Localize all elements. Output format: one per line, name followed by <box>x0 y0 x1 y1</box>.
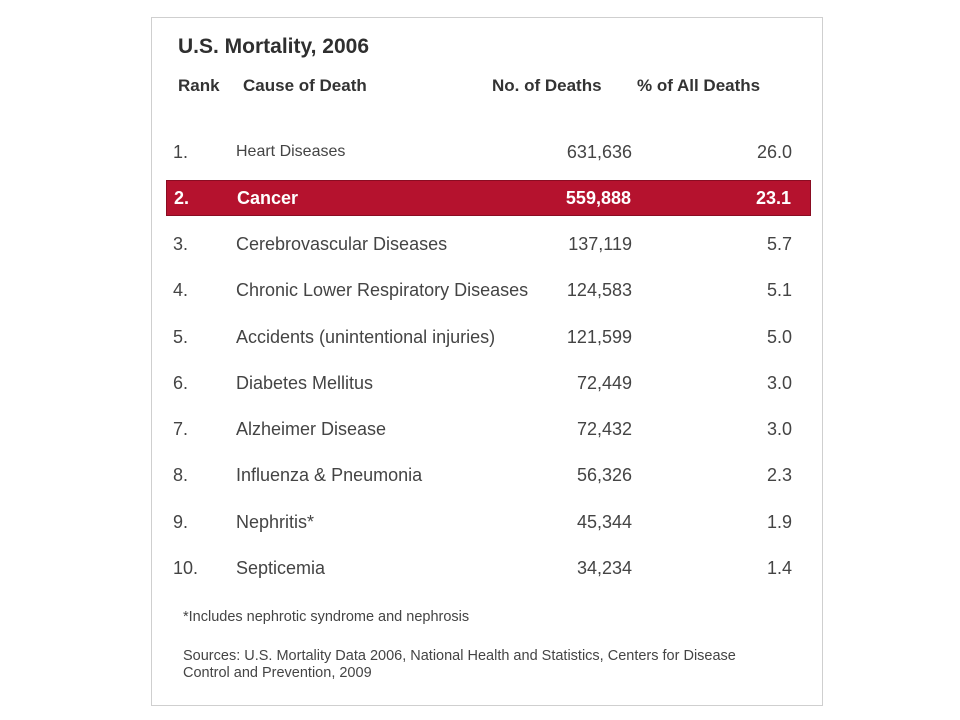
table-row: 1. Heart Diseases 631,636 26.0 <box>166 129 811 175</box>
rank-cell: 4. <box>173 280 189 301</box>
cause-cell: Diabetes Mellitus <box>236 372 374 393</box>
table-row-highlighted: 2. Cancer 559,888 23.1 <box>166 180 811 217</box>
table-title: U.S. Mortality, 2006 <box>178 35 370 58</box>
deaths-cell: 559,888 <box>565 187 631 208</box>
table-row: 3. Cerebrovascular Diseases 137,119 5.7 <box>166 221 811 267</box>
table-row: 9. Nephritis* 45,344 1.9 <box>166 499 811 545</box>
rank-cell: 9. <box>173 511 189 532</box>
sources-note: Sources: U.S. Mortality Data 2006, Natio… <box>183 648 736 681</box>
percent-cell: 23.1 <box>755 187 791 208</box>
percent-cell: 26.0 <box>756 141 792 162</box>
rank-cell: 1. <box>173 141 189 162</box>
column-header-rank: Rank <box>178 76 220 95</box>
table-body: 1. Heart Diseases 631,636 26.0 2. Cancer 559,8… <box>166 129 811 592</box>
rank-cell: 2. <box>174 187 190 208</box>
table-frame <box>151 17 823 706</box>
deaths-cell: 631,636 <box>566 141 632 162</box>
table-row: 5. Accidents (unintentional injuries) 121,… <box>166 314 811 360</box>
deaths-cell: 124,583 <box>566 280 632 301</box>
deaths-cell: 121,599 <box>566 326 632 347</box>
table-row: 6. Diabetes Mellitus 72,449 3.0 <box>166 360 811 406</box>
column-header-cause: Cause of Death <box>243 76 367 95</box>
cause-cell: Chronic Lower Respiratory Diseases <box>236 280 529 301</box>
table-row: 7. Alzheimer Disease 72,432 3.0 <box>166 406 811 452</box>
rank-cell: 3. <box>173 233 189 254</box>
deaths-cell: 72,449 <box>576 372 632 393</box>
rank-cell: 8. <box>173 465 189 486</box>
column-header-percent: % of All Deaths <box>637 76 761 95</box>
table-row: 4. Chronic Lower Respiratory Diseases 124,… <box>166 268 811 314</box>
deaths-cell: 34,234 <box>576 558 632 579</box>
cause-cell: Cerebrovascular Diseases <box>236 233 448 254</box>
cause-cell: Alzheimer Disease <box>236 419 387 440</box>
cause-cell: Cancer <box>237 187 299 208</box>
percent-cell: 3.0 <box>766 419 792 440</box>
column-header-deaths: No. of Deaths <box>492 76 602 95</box>
percent-cell: 5.7 <box>766 233 792 254</box>
deaths-cell: 56,326 <box>576 465 632 486</box>
deaths-cell: 137,119 <box>568 233 632 254</box>
cause-cell: Septicemia <box>236 558 326 579</box>
rank-cell: 6. <box>173 372 189 393</box>
percent-cell: 2.3 <box>766 465 792 486</box>
rank-cell: 5. <box>173 326 189 347</box>
table-row: 8. Influenza & Pneumonia 56,326 2.3 <box>166 453 811 499</box>
percent-cell: 5.1 <box>766 280 792 301</box>
percent-cell: 1.4 <box>766 558 792 579</box>
deaths-cell: 45,344 <box>576 511 632 532</box>
cause-cell: Influenza & Pneumonia <box>236 465 423 486</box>
percent-cell: 5.0 <box>766 326 792 347</box>
table-row: 10. Septicemia 34,234 1.4 <box>166 545 811 591</box>
cause-cell: Nephritis* <box>236 511 315 532</box>
percent-cell: 1.9 <box>766 511 792 532</box>
rank-cell: 7. <box>173 419 189 440</box>
footnote: *Includes nephrotic syndrome and nephros… <box>183 609 470 625</box>
cause-cell: Accidents (unintentional injuries) <box>236 326 496 347</box>
rank-cell: 10. <box>173 558 199 579</box>
cause-cell: Heart Diseases <box>236 143 346 161</box>
deaths-cell: 72,432 <box>576 419 632 440</box>
percent-cell: 3.0 <box>766 372 792 393</box>
